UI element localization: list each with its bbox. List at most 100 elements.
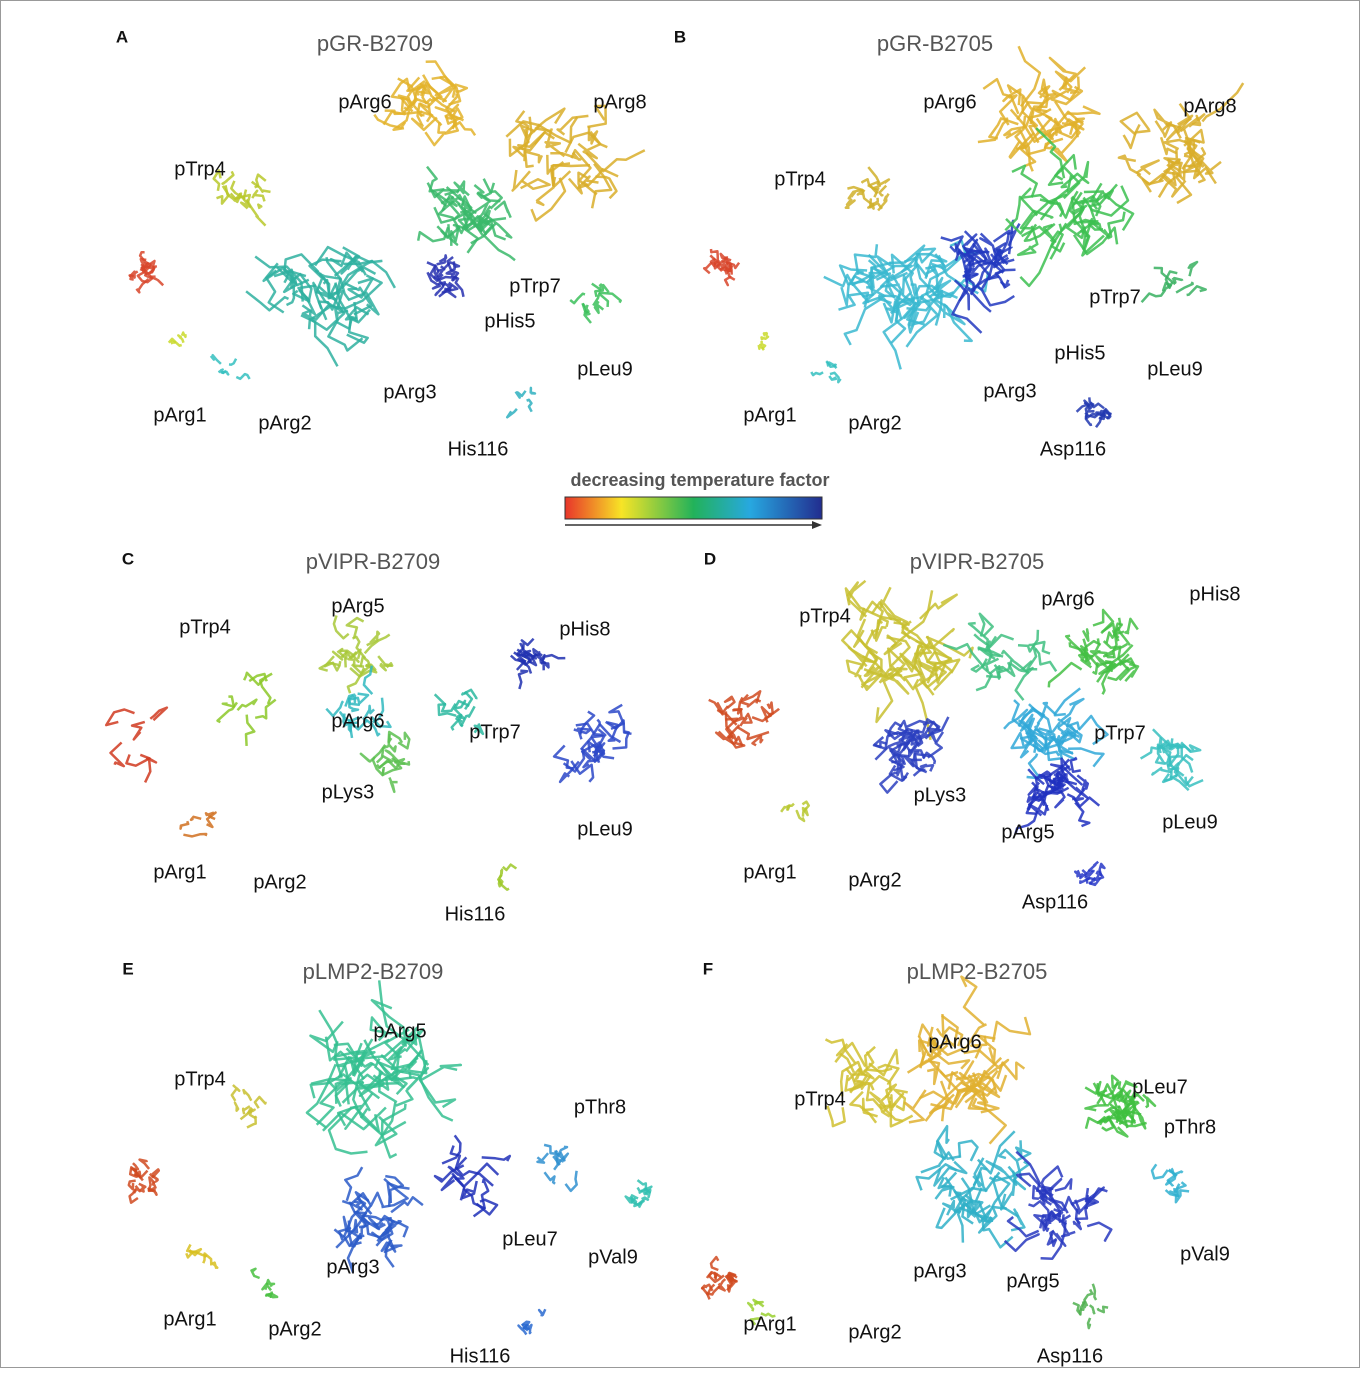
stick [451,1146,467,1169]
stick [139,1184,146,1192]
stick [132,722,145,740]
molecule-drawings [106,46,1243,1334]
stick [539,1309,545,1316]
stick [1156,121,1171,137]
panel-letter: C [122,549,134,568]
stick [725,277,735,285]
residue-label: pArg3 [913,1260,966,1282]
stick [223,697,234,707]
residue-label: pArg6 [1041,588,1094,610]
stick [711,1257,718,1270]
residue-label: pThr8 [1164,1116,1216,1138]
stick [537,1153,548,1162]
stick [521,179,550,189]
panel-title: pGR-B2709 [317,31,433,56]
stick [829,376,836,380]
stick [181,821,189,828]
residue-label: pTrp4 [774,168,826,190]
stick [150,708,167,721]
stick [531,388,535,394]
stick [140,1160,150,1169]
residue-label: pTrp4 [799,605,851,627]
stick [171,342,175,344]
stick [246,291,288,310]
stick [566,1171,577,1191]
residue-label: pVal9 [588,1246,638,1268]
stick [503,865,516,870]
residue-label: pTrp7 [469,721,521,743]
residue-label: pLeu7 [502,1228,558,1250]
residue-label: pArg2 [848,869,901,891]
stick [959,1141,978,1161]
stick [592,284,601,290]
residue-label: pArg2 [253,871,306,893]
residue-label: His116 [448,438,509,460]
stick [247,200,266,226]
stick [293,286,316,302]
residue-label: pArg2 [848,412,901,434]
stick [238,700,257,711]
panel-title: pVIPR-B2709 [306,549,441,574]
stick [1020,241,1053,286]
stick [711,259,716,267]
residue-label: pArg3 [383,381,436,403]
panel-letter: E [122,959,133,978]
stick [106,710,134,726]
residue-label: Asp116 [1040,438,1106,460]
residue-label: pArg2 [268,1318,321,1340]
residue-label: pArg5 [331,595,384,617]
stick [350,1193,383,1206]
stick [389,778,397,792]
stick [1088,1318,1090,1328]
stick [1084,1289,1092,1306]
residue-label: pTrp4 [794,1088,846,1110]
stick [550,152,580,159]
frame [1,1,1360,1368]
stick [211,355,221,364]
stick [145,758,156,782]
stick [748,1303,753,1311]
residue-label: pArg1 [163,1308,216,1330]
stick [255,700,276,719]
panel-letter: A [116,27,128,46]
stick [1075,870,1080,876]
stick [1154,268,1176,284]
stick [545,1172,556,1184]
stick [191,817,201,820]
stick [212,1263,217,1269]
residue-label: pTrp7 [1089,286,1141,308]
residue-label: pHis8 [1189,583,1240,605]
residue-label: pVal9 [1180,1243,1230,1265]
residue-label: pArg3 [983,380,1036,402]
residue-label: pHis5 [1054,342,1105,364]
residue-label: pArg5 [373,1020,426,1042]
residue-label: pTrp7 [509,275,561,297]
stick [1093,1284,1096,1300]
stick [1176,282,1193,293]
stick [178,335,183,342]
residue-label: pLeu9 [577,818,633,840]
stick [126,755,149,766]
residue-label: pArg1 [743,1313,796,1335]
stick [1016,668,1033,700]
stick [1124,131,1151,148]
stick [880,186,887,196]
stick [570,294,585,304]
residue-label: pArg6 [331,710,384,732]
stick [961,977,984,1025]
residue-label: pArg2 [258,412,311,434]
stick [111,743,124,767]
stick [1187,286,1206,295]
residue-label: pArg5 [1001,821,1054,843]
stick [367,632,379,646]
colorbar-arrowhead [812,521,822,529]
stick [301,315,338,366]
residue-label: pTrp4 [174,1068,226,1090]
residue-label: pArg1 [743,404,796,426]
stick [738,727,770,739]
stick [719,1279,726,1290]
residue-label: pArg2 [848,1321,901,1343]
stick [437,255,447,264]
residue-label: pArg1 [743,861,796,883]
stick [307,1064,336,1127]
